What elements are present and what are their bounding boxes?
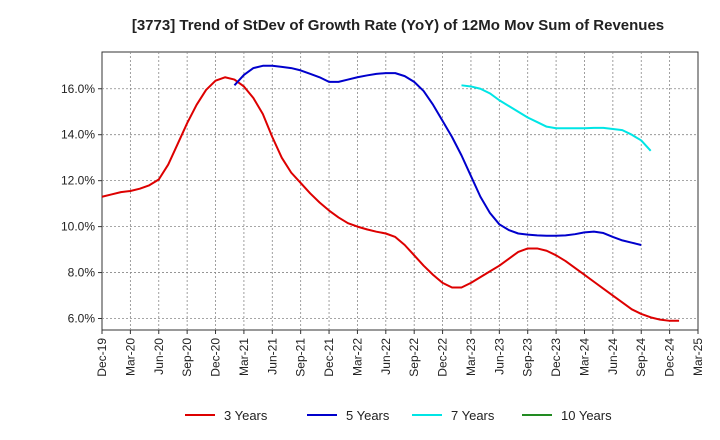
x-tick-label: Mar-24 bbox=[577, 338, 591, 376]
x-tick-label: Jun-23 bbox=[492, 338, 506, 375]
grid bbox=[102, 52, 698, 330]
x-tick-label: Dec-23 bbox=[549, 338, 563, 377]
x-tick-label: Mar-22 bbox=[350, 338, 364, 376]
series-lines bbox=[101, 64, 680, 322]
x-tick-label: Sep-20 bbox=[180, 338, 194, 377]
x-tick-label: Sep-21 bbox=[294, 338, 308, 377]
x-tick-label: Sep-24 bbox=[634, 338, 648, 377]
x-tick-label: Mar-25 bbox=[691, 338, 705, 376]
legend-label: 10 Years bbox=[561, 408, 612, 423]
x-tick-label: Sep-22 bbox=[407, 338, 421, 377]
y-tick-label: 8.0% bbox=[68, 266, 96, 280]
x-tick-label: Mar-21 bbox=[237, 338, 251, 376]
x-tick-label: Sep-23 bbox=[521, 338, 535, 377]
series-line-7-years bbox=[461, 84, 652, 152]
x-tick-label: Dec-19 bbox=[95, 338, 109, 377]
chart-title: [3773] Trend of StDev of Growth Rate (Yo… bbox=[132, 17, 664, 34]
legend-label: 5 Years bbox=[346, 408, 390, 423]
x-tick-label: Jun-24 bbox=[606, 338, 620, 375]
legend-label: 3 Years bbox=[224, 408, 268, 423]
y-tick-label: 16.0% bbox=[61, 82, 95, 96]
x-tick-label: Mar-23 bbox=[464, 338, 478, 376]
x-tick-label: Mar-20 bbox=[123, 338, 137, 376]
x-tick-label: Dec-21 bbox=[322, 338, 336, 377]
x-axis: Dec-19 Mar-20 Jun-20 Sep-20 Dec-20 Mar-21 Jun-… bbox=[95, 330, 705, 377]
legend: 3 Years 5 Years 7 Years 10 Years bbox=[185, 408, 612, 423]
x-tick-label: Jun-22 bbox=[379, 338, 393, 375]
legend-label: 7 Years bbox=[451, 408, 495, 423]
x-tick-label: Jun-21 bbox=[265, 338, 279, 375]
x-tick-label: Jun-20 bbox=[152, 338, 166, 375]
x-tick-label: Dec-24 bbox=[663, 338, 677, 377]
x-tick-label: Dec-22 bbox=[436, 338, 450, 377]
series-line-3-years bbox=[101, 76, 680, 322]
y-tick-label: 14.0% bbox=[61, 128, 95, 142]
y-axis: 6.0% 8.0% 10.0% 12.0% 14.0% 16.0% bbox=[61, 82, 102, 326]
y-tick-label: 12.0% bbox=[61, 174, 95, 188]
plot-area bbox=[101, 51, 699, 331]
x-tick-label: Dec-20 bbox=[209, 338, 223, 377]
y-tick-label: 10.0% bbox=[61, 220, 95, 234]
series-line-5-years bbox=[233, 64, 642, 246]
y-tick-label: 6.0% bbox=[68, 312, 96, 326]
